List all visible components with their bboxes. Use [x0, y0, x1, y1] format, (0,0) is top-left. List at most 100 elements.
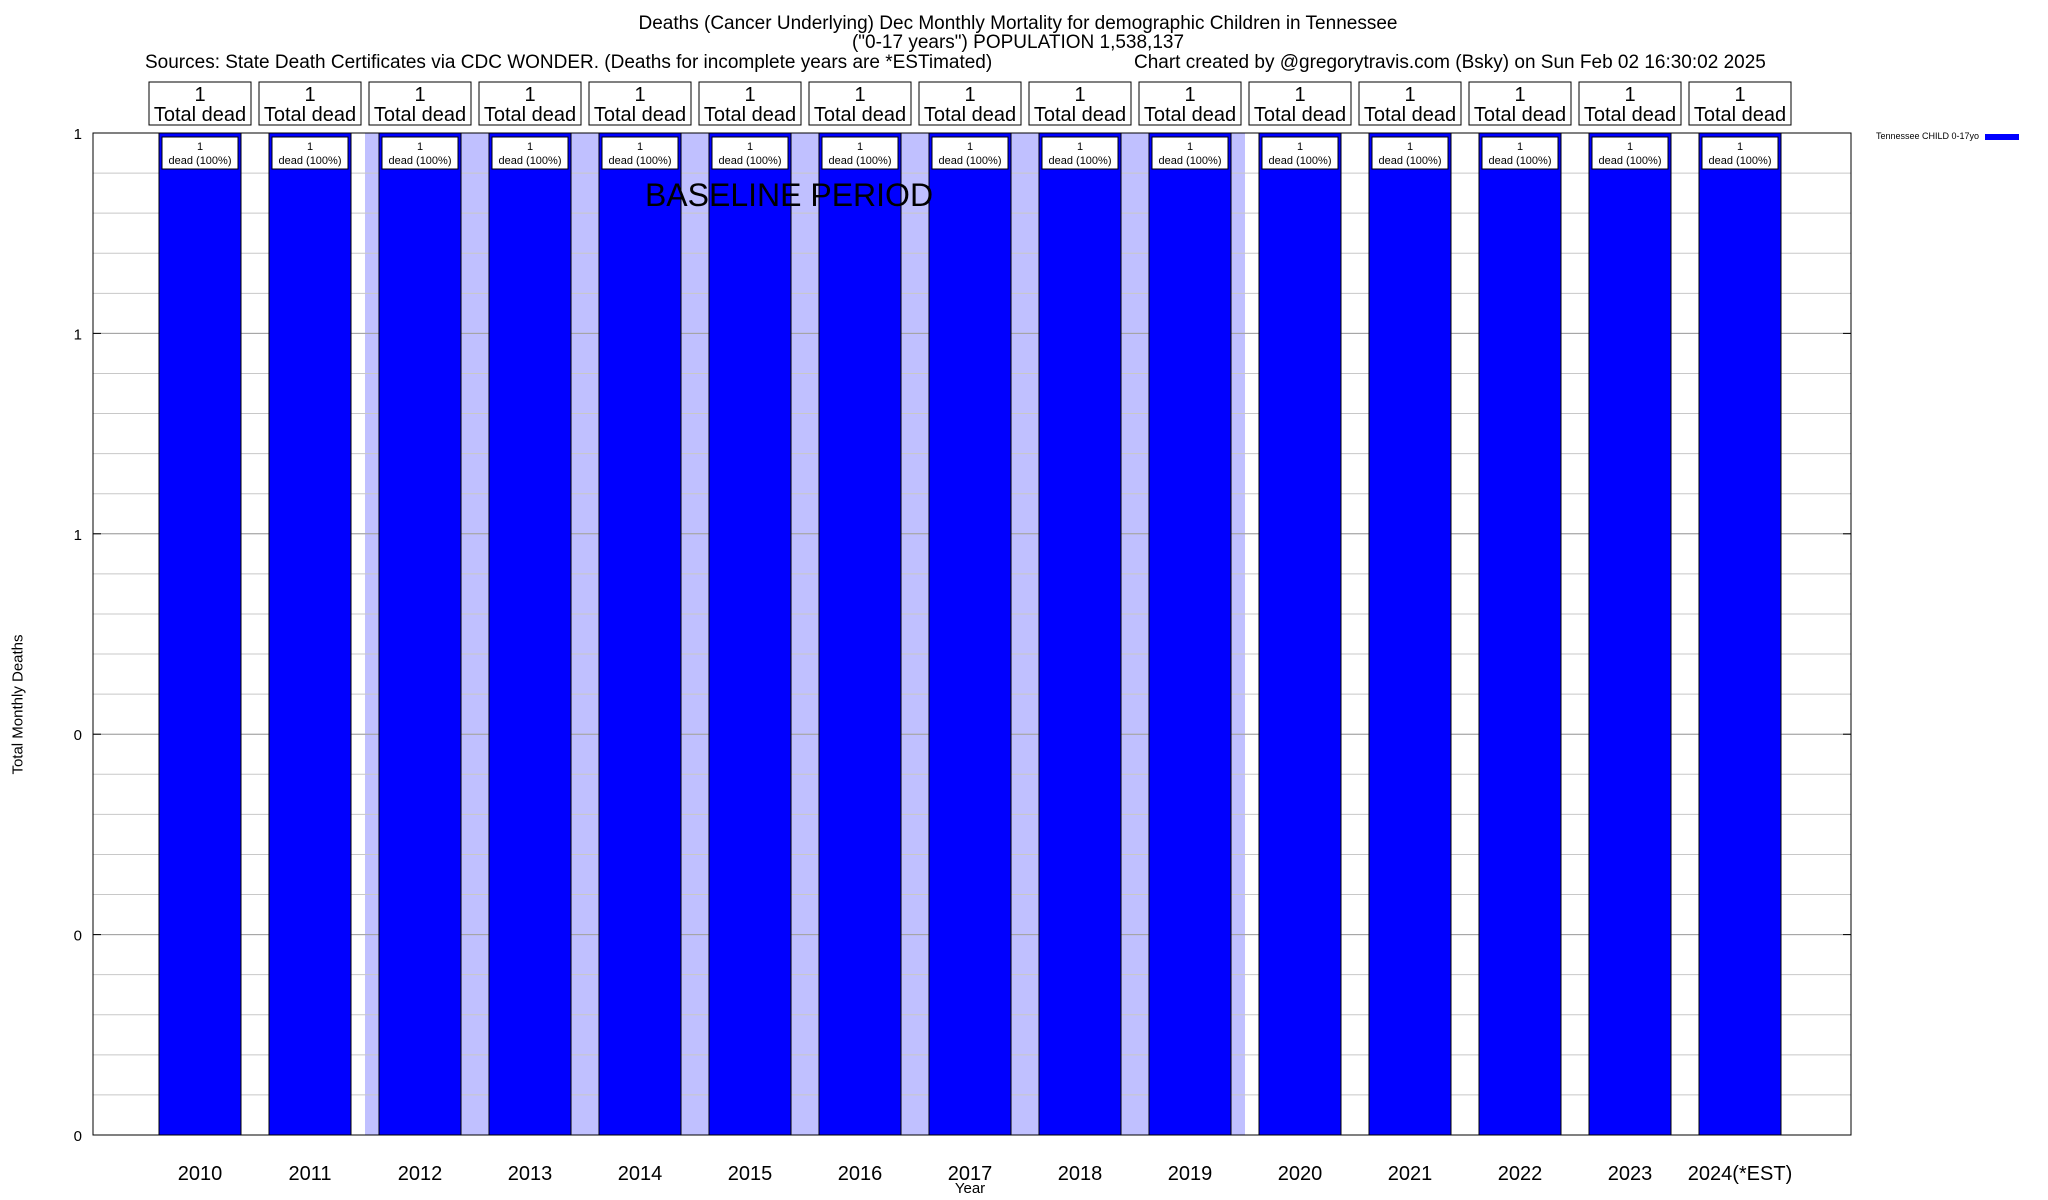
- top-label-box: [478, 81, 582, 126]
- x-tick-label: 2024(*EST): [1688, 1163, 1793, 1185]
- bar-label-box: [931, 136, 1009, 170]
- bar-sublabel: dead (100%): [1379, 155, 1442, 167]
- bar-label-box: [381, 136, 459, 170]
- x-tick-label: 2019: [1168, 1163, 1213, 1185]
- top-label-box: [1028, 81, 1132, 126]
- x-tick-label: 2011: [288, 1163, 331, 1185]
- bar: [1588, 132, 1672, 1136]
- bar-sublabel: dead (100%): [389, 155, 452, 167]
- bar-sublabel: dead (100%): [1489, 155, 1552, 167]
- bar: [378, 132, 462, 1136]
- bar-label: 1: [417, 141, 423, 153]
- top-label-box: [808, 81, 912, 126]
- y-tick-label: 1: [74, 326, 82, 343]
- y-tick-label: 1: [74, 126, 82, 143]
- top-label: 1: [744, 84, 755, 106]
- top-label: 1: [1404, 84, 1415, 106]
- bar-label: 1: [1407, 141, 1413, 153]
- x-tick-label: 2020: [1278, 1163, 1323, 1185]
- bar: [1478, 132, 1562, 1136]
- top-sublabel: Total dead: [1584, 104, 1676, 126]
- x-tick-label: 2022: [1498, 1163, 1543, 1185]
- bar-label: 1: [307, 141, 313, 153]
- top-label-box: [1248, 81, 1352, 126]
- top-label: 1: [964, 84, 975, 106]
- bar-label-box: [1591, 136, 1669, 170]
- top-sublabel: Total dead: [594, 104, 686, 126]
- top-sublabel: Total dead: [1144, 104, 1236, 126]
- chart-sources: Sources: State Death Certificates via CD…: [145, 52, 993, 73]
- x-tick-label: 2018: [1058, 1163, 1103, 1185]
- bar-label-box: [601, 136, 679, 170]
- top-label-box: [1578, 81, 1682, 126]
- x-tick-label: 2010: [178, 1163, 223, 1185]
- bar-sublabel: dead (100%): [719, 155, 782, 167]
- top-sublabel: Total dead: [704, 104, 796, 126]
- top-label-box: [588, 81, 692, 126]
- top-label: 1: [524, 84, 535, 106]
- top-label: 1: [854, 84, 865, 106]
- top-sublabel: Total dead: [1034, 104, 1126, 126]
- top-label-box: [698, 81, 802, 126]
- bar-sublabel: dead (100%): [1049, 155, 1112, 167]
- bar-sublabel: dead (100%): [1599, 155, 1662, 167]
- bar-label-box: [161, 136, 239, 170]
- bar-label: 1: [747, 141, 753, 153]
- bar: [598, 132, 682, 1136]
- x-tick-label: 2017: [948, 1163, 993, 1185]
- bar-label: 1: [1077, 141, 1083, 153]
- x-axis-label: Year: [954, 1180, 986, 1197]
- top-label: 1: [634, 84, 645, 106]
- bar-label: 1: [1517, 141, 1523, 153]
- bar-label: 1: [1627, 141, 1633, 153]
- bar-label-box: [1371, 136, 1449, 170]
- chart-credit: Chart created by @gregorytravis.com (Bsk…: [1134, 52, 1766, 73]
- bar-sublabel: dead (100%): [279, 155, 342, 167]
- bar: [1258, 132, 1342, 1136]
- top-label-box: [258, 81, 362, 126]
- x-tick-label: 2021: [1388, 1163, 1433, 1185]
- bar-label: 1: [1187, 141, 1193, 153]
- bar-label: 1: [1297, 141, 1303, 153]
- x-tick-label: 2015: [728, 1163, 773, 1185]
- top-sublabel: Total dead: [484, 104, 576, 126]
- top-sublabel: Total dead: [1474, 104, 1566, 126]
- x-tick-label: 2012: [398, 1163, 443, 1185]
- bar: [1368, 132, 1452, 1136]
- top-label-box: [918, 81, 1022, 126]
- chart-title: Deaths (Cancer Underlying) Dec Monthly M…: [638, 13, 1398, 34]
- bar: [928, 132, 1012, 1136]
- plot-frame: [92, 132, 1852, 1136]
- bar-label-box: [1041, 136, 1119, 170]
- bar-label-box: [1701, 136, 1779, 170]
- y-tick-label: 1: [74, 527, 82, 544]
- top-label: 1: [1734, 84, 1745, 106]
- bar-sublabel: dead (100%): [169, 155, 232, 167]
- top-label: 1: [414, 84, 425, 106]
- top-sublabel: Total dead: [924, 104, 1016, 126]
- bar: [158, 132, 242, 1136]
- y-tick-label: 0: [74, 928, 82, 945]
- bar-sublabel: dead (100%): [829, 155, 892, 167]
- legend: Tennessee CHILD 0-17yo: [1876, 131, 2020, 141]
- bar-label: 1: [637, 141, 643, 153]
- bar-label: 1: [527, 141, 533, 153]
- top-label: 1: [1184, 84, 1195, 106]
- legend-swatch: [1985, 133, 2020, 140]
- bar-label-box: [271, 136, 349, 170]
- x-tick-label: 2014: [618, 1163, 663, 1185]
- bar-label: 1: [197, 141, 203, 153]
- bar-label: 1: [967, 141, 973, 153]
- top-sublabel: Total dead: [154, 104, 246, 126]
- bar: [488, 132, 572, 1136]
- bar-sublabel: dead (100%): [1269, 155, 1332, 167]
- bar-sublabel: dead (100%): [609, 155, 672, 167]
- bar-sublabel: dead (100%): [1709, 155, 1772, 167]
- top-label-box: [1358, 81, 1462, 126]
- bar: [708, 132, 792, 1136]
- bar: [818, 132, 902, 1136]
- y-tick-label: 0: [74, 1128, 82, 1145]
- bar: [1698, 132, 1782, 1136]
- top-sublabel: Total dead: [374, 104, 466, 126]
- bar-sublabel: dead (100%): [1159, 155, 1222, 167]
